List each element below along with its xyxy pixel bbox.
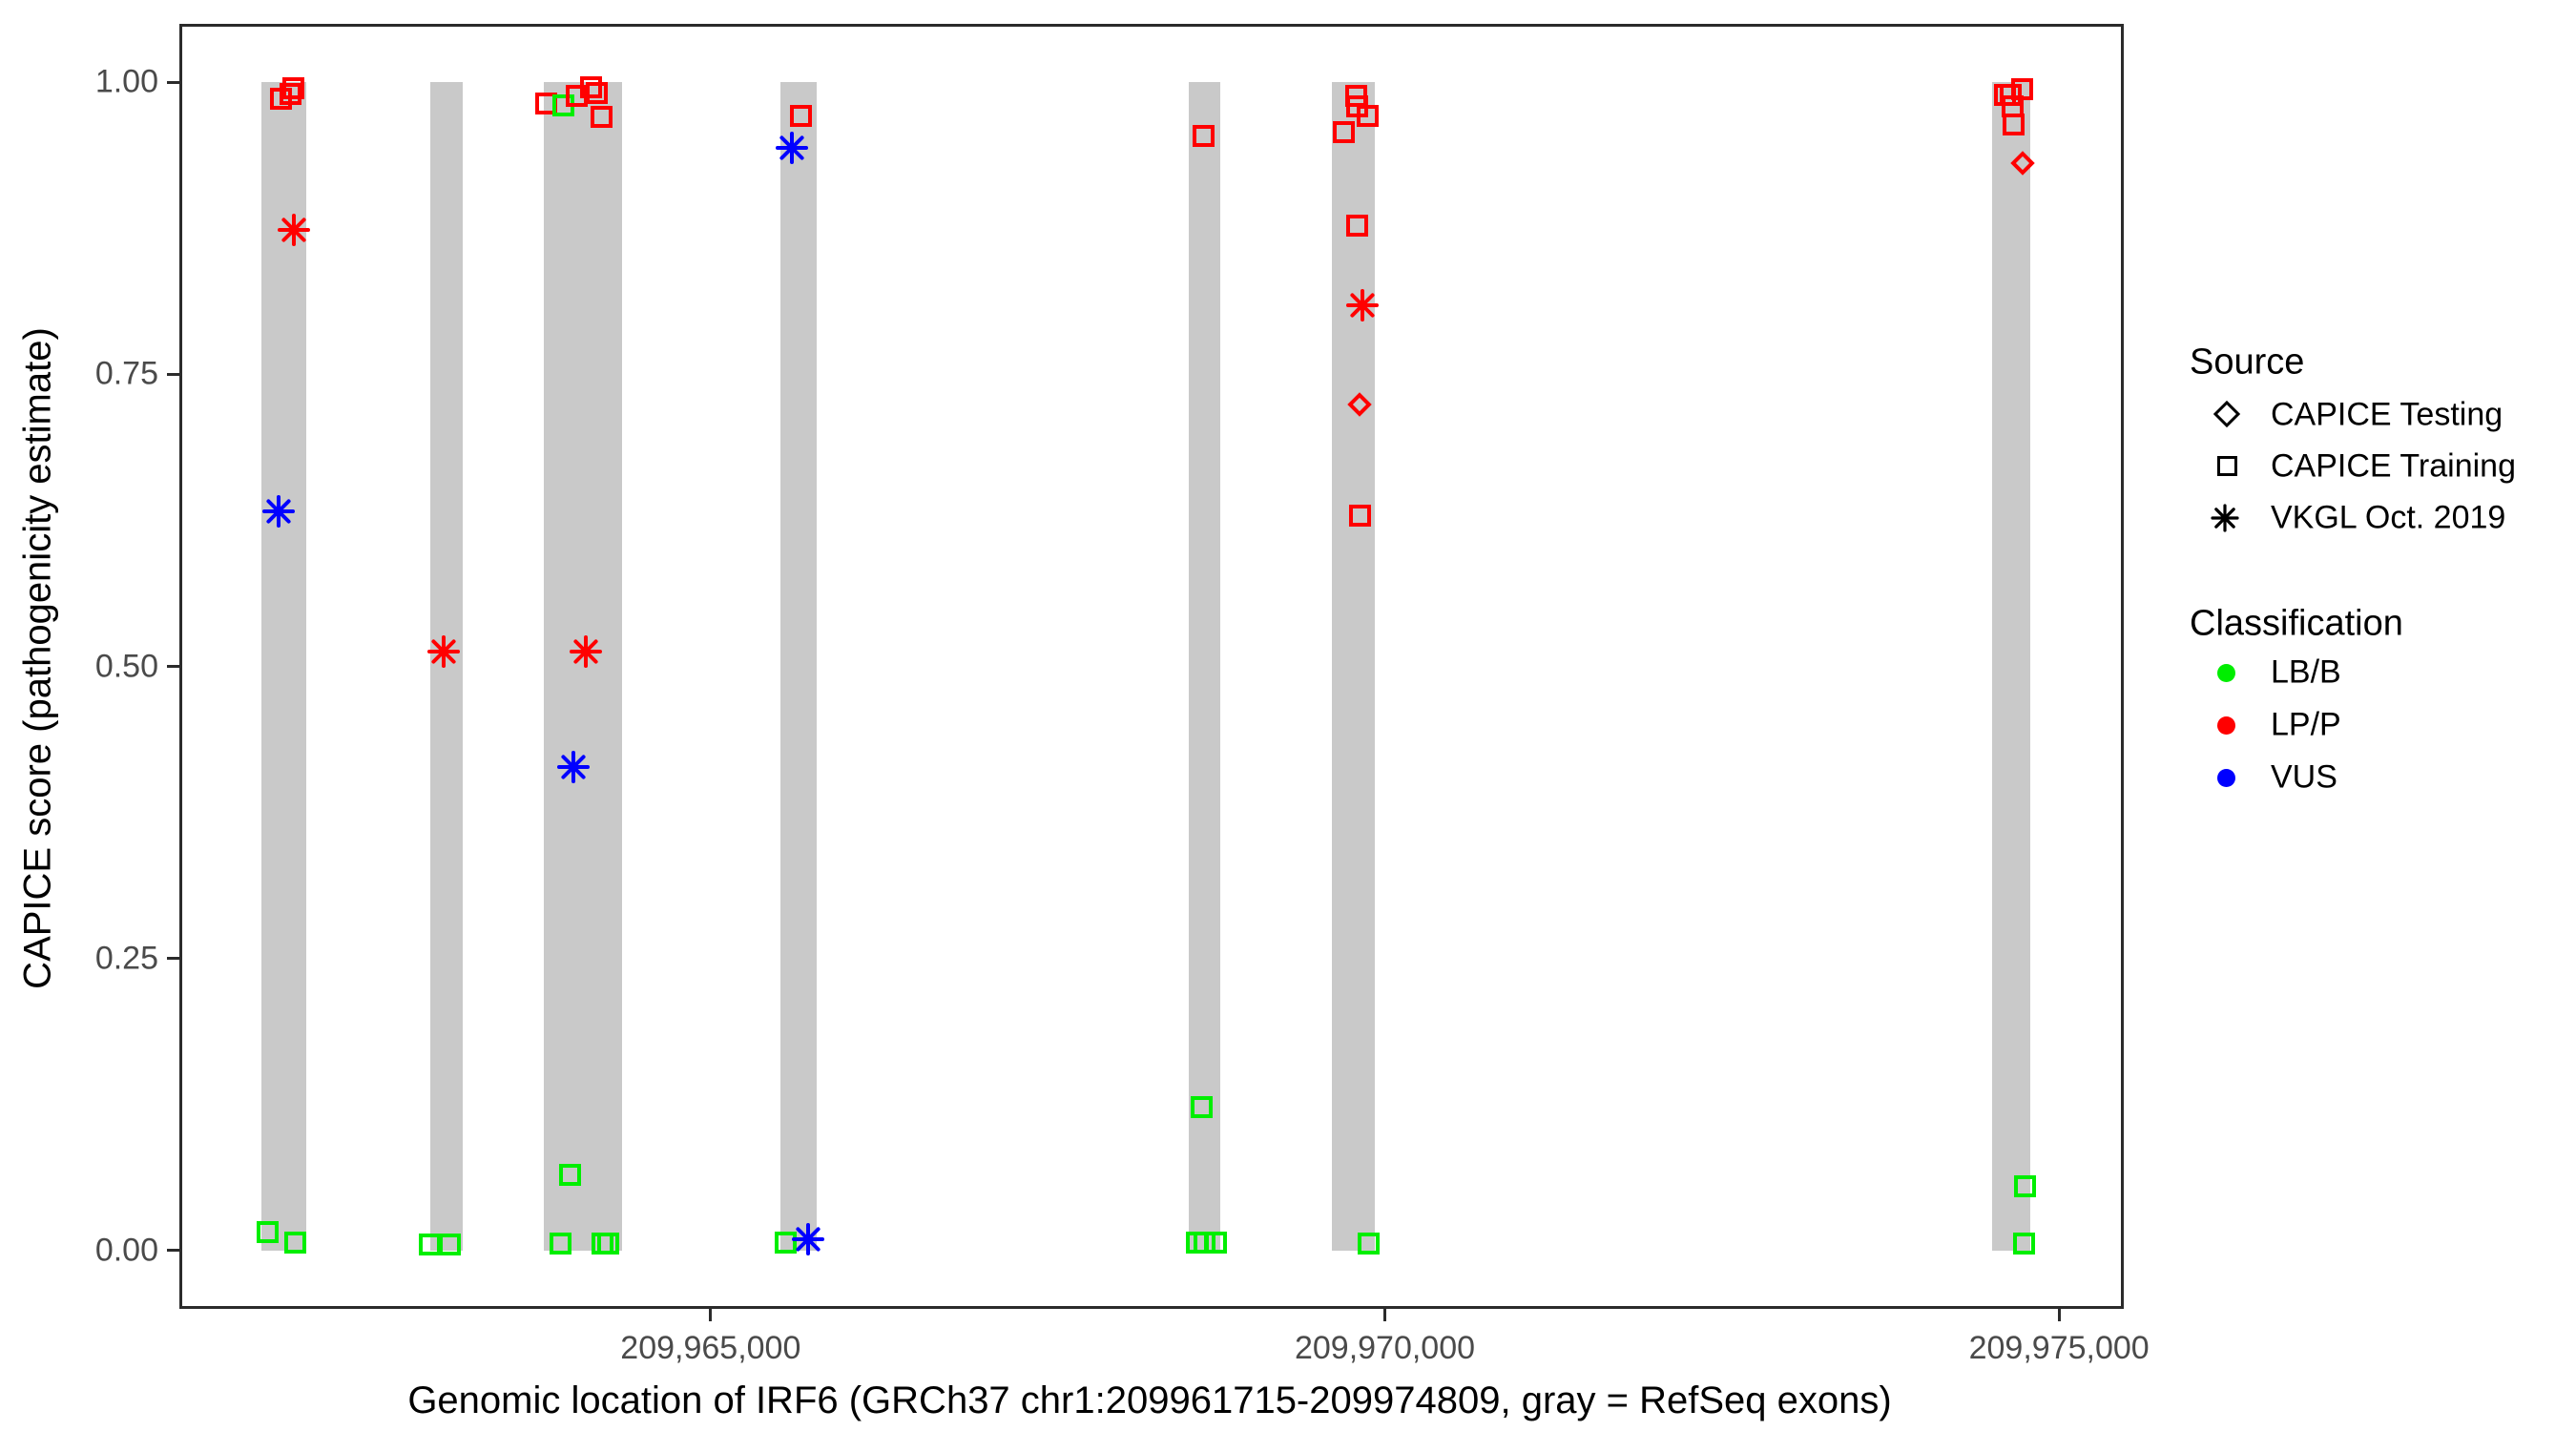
data-point-square <box>579 75 602 98</box>
x-tick-mark <box>2057 1309 2061 1321</box>
data-point-square <box>1356 105 1379 128</box>
data-point-square <box>774 1231 797 1254</box>
y-axis-title: CAPICE score (pathogenicity estimate) <box>16 327 59 989</box>
data-point-asterisk <box>262 494 296 532</box>
data-point-square <box>1204 1231 1227 1254</box>
exon-bar <box>779 82 817 1251</box>
data-point-square <box>1999 84 2022 107</box>
data-point-square <box>550 1232 572 1255</box>
data-point-asterisk <box>277 213 310 251</box>
y-tick-label: 0.00 <box>94 1232 158 1269</box>
legend-item-label: LP/P <box>2271 706 2341 743</box>
data-point-square <box>558 1163 581 1186</box>
plot-panel <box>179 24 2124 1309</box>
data-point-square <box>2013 1174 2036 1197</box>
legend-item-label: VKGL Oct. 2019 <box>2271 499 2506 536</box>
data-point-square <box>1190 1095 1213 1118</box>
data-point-square <box>596 1232 619 1255</box>
data-point-square <box>2002 113 2025 135</box>
y-tick-mark <box>167 80 179 84</box>
data-point-square <box>1348 505 1371 528</box>
x-tick-label: 209,975,000 <box>1968 1330 2150 1366</box>
data-point-square <box>590 106 613 129</box>
data-point-square <box>418 1234 441 1256</box>
legend-classification-title: Classification <box>2190 603 2403 644</box>
data-point-square <box>2012 1232 2035 1255</box>
legend-item-label: VUS <box>2271 758 2337 796</box>
x-tick-label: 209,965,000 <box>620 1330 801 1366</box>
exon-bar <box>261 82 306 1251</box>
y-tick-mark <box>167 665 179 668</box>
y-tick-label: 0.25 <box>94 940 158 977</box>
y-tick-label: 0.50 <box>94 648 158 684</box>
data-point-square <box>257 1220 280 1243</box>
data-point-asterisk <box>776 131 809 169</box>
data-point-square <box>282 76 305 99</box>
y-tick-mark <box>167 1249 179 1253</box>
legend-item-label: LB/B <box>2271 653 2341 691</box>
data-point-asterisk <box>792 1222 825 1260</box>
legend-source-title: Source <box>2190 342 2305 383</box>
data-point-square <box>789 105 812 128</box>
data-point-asterisk <box>570 634 603 673</box>
exon-bar <box>1331 82 1375 1251</box>
x-axis-title: Genomic location of IRF6 (GRCh37 chr1:20… <box>407 1379 1892 1421</box>
exon-bar <box>544 82 623 1251</box>
data-point-square <box>586 81 609 104</box>
data-point-square <box>438 1234 461 1256</box>
data-point-square <box>284 1231 307 1254</box>
exon-bar <box>1188 82 1221 1251</box>
data-point-square <box>1332 121 1355 144</box>
y-tick-label: 1.00 <box>94 63 158 100</box>
data-point-asterisk <box>557 750 591 788</box>
y-tick-label: 0.75 <box>94 355 158 392</box>
y-tick-mark <box>167 372 179 376</box>
x-tick-mark <box>1383 1309 1386 1321</box>
legend-item-label: CAPICE Testing <box>2271 396 2503 433</box>
data-point-asterisk <box>1346 289 1380 326</box>
data-point-square <box>1357 1232 1380 1255</box>
data-point-square <box>1192 125 1215 148</box>
data-point-square <box>279 82 301 105</box>
x-tick-label: 209,970,000 <box>1294 1330 1476 1366</box>
data-point-asterisk <box>427 634 460 673</box>
data-point-square <box>1193 1231 1215 1254</box>
legend-item-label: CAPICE Training <box>2271 447 2516 485</box>
data-point-square <box>1345 215 1368 238</box>
y-tick-mark <box>167 957 179 961</box>
x-tick-mark <box>709 1309 713 1321</box>
exon-bar <box>1992 82 2031 1251</box>
exon-bar <box>429 82 463 1251</box>
